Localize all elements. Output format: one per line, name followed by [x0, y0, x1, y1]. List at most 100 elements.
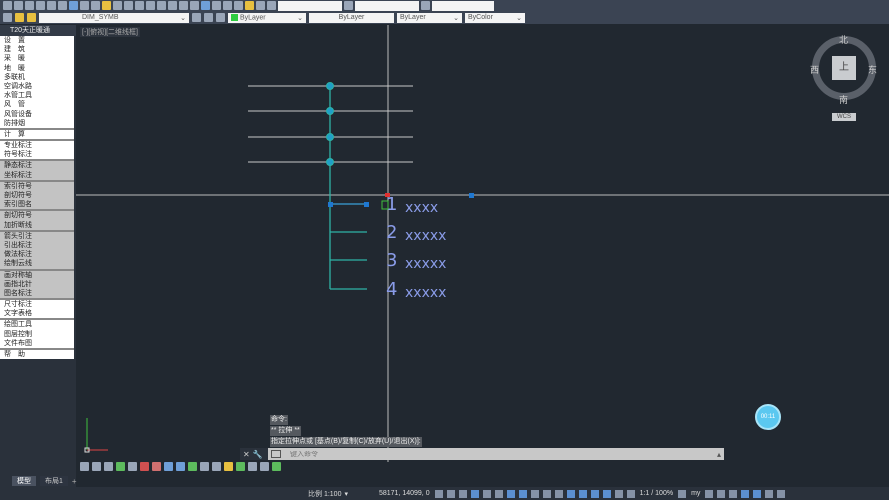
- text-style-icon[interactable]: [267, 1, 276, 10]
- tool-icon-10[interactable]: [188, 462, 197, 471]
- tab-model[interactable]: 模型: [12, 476, 36, 486]
- tool-icon-7[interactable]: [152, 462, 161, 471]
- sidebar-item[interactable]: 加折断线: [0, 220, 74, 230]
- drawing-svg[interactable]: 1 xxxx 2 xxxxx 3 xxxxx 4 xxxxx: [76, 25, 889, 462]
- sidebar-item[interactable]: 多联机: [0, 72, 74, 82]
- 3d-osnap-icon[interactable]: [566, 489, 575, 498]
- sidebar-item[interactable]: 画对称轴: [0, 270, 74, 280]
- units-icon[interactable]: [705, 489, 714, 498]
- sun-icon[interactable]: [27, 13, 36, 22]
- tool-icon-13[interactable]: [224, 462, 233, 471]
- table-style-select[interactable]: [432, 0, 494, 11]
- copy-icon[interactable]: [91, 1, 100, 10]
- properties-icon[interactable]: [190, 1, 199, 10]
- preview-icon[interactable]: [47, 1, 56, 10]
- color-select[interactable]: ByLayer ⌄: [228, 12, 306, 23]
- sidebar-item[interactable]: 专业标注: [0, 141, 74, 151]
- selection-cycling-icon[interactable]: [554, 489, 563, 498]
- layer-select[interactable]: DIM_SYMB ⌄: [39, 12, 189, 23]
- osnap-icon[interactable]: [518, 489, 527, 498]
- sidebar-item[interactable]: 风 管: [0, 100, 74, 110]
- pan-icon[interactable]: [157, 1, 166, 10]
- west-label[interactable]: 西: [810, 65, 820, 75]
- tool-icon-9[interactable]: [176, 462, 185, 471]
- sidebar-item[interactable]: 坐标标注: [0, 170, 74, 180]
- tool-icon-4[interactable]: [116, 462, 125, 471]
- zoom-icon[interactable]: [168, 1, 177, 10]
- tool-icon-2[interactable]: [92, 462, 101, 471]
- scale-select[interactable]: 比例 1:100: [308, 490, 342, 498]
- customize-icon[interactable]: [777, 489, 786, 498]
- viewcube-ring[interactable]: [812, 36, 876, 100]
- open-icon[interactable]: [14, 1, 23, 10]
- add-tab-icon[interactable]: +: [71, 476, 77, 486]
- 3d-icon[interactable]: [69, 1, 78, 10]
- make-current-icon[interactable]: [192, 13, 201, 22]
- sidebar-item[interactable]: 索引符号: [0, 181, 74, 191]
- lineweight-select[interactable]: ByLayer ⌄: [397, 12, 462, 23]
- sidebar-item[interactable]: 空调水路: [0, 81, 74, 92]
- sidebar-item[interactable]: 尺寸标注: [0, 300, 74, 310]
- sidebar-item[interactable]: 风管设备: [0, 109, 74, 119]
- block-icon[interactable]: [124, 1, 133, 10]
- sidebar-item[interactable]: 水管工具: [0, 91, 74, 101]
- tool-icon-11[interactable]: [200, 462, 209, 471]
- print-icon[interactable]: [36, 1, 45, 10]
- sidebar-item[interactable]: 设 置: [0, 36, 74, 46]
- dim-style-select[interactable]: [355, 0, 419, 11]
- command-input[interactable]: [284, 450, 717, 458]
- close-icon[interactable]: ✕: [243, 449, 250, 459]
- lineweight-icon[interactable]: [530, 489, 539, 498]
- dynamic-ucs-icon[interactable]: [578, 489, 587, 498]
- sidebar-item[interactable]: 采 暖: [0, 54, 74, 64]
- autoscale-icon[interactable]: [626, 489, 635, 498]
- sidebar-item[interactable]: 画指北针: [0, 279, 74, 289]
- new-icon[interactable]: [3, 1, 12, 10]
- hardware-accel-icon[interactable]: [753, 489, 762, 498]
- plotstyle-select[interactable]: ByColor ⌄: [465, 12, 525, 23]
- sidebar-item[interactable]: 防排烟: [0, 118, 74, 128]
- markup-icon[interactable]: [234, 1, 243, 10]
- chevron-down-icon[interactable]: ▾: [344, 490, 348, 498]
- tool-icon-3[interactable]: [104, 462, 113, 471]
- model-space-icon[interactable]: [434, 489, 443, 498]
- undo-icon[interactable]: [135, 1, 144, 10]
- table-style-icon[interactable]: [421, 1, 430, 10]
- sheet-icon[interactable]: [223, 1, 232, 10]
- tool-icon-16[interactable]: [260, 462, 269, 471]
- command-menu-icon[interactable]: [271, 450, 281, 458]
- palettes-icon[interactable]: [212, 1, 221, 10]
- viewport-controls[interactable]: [-][俯视][二维线框]: [80, 27, 140, 37]
- save-icon[interactable]: [25, 1, 34, 10]
- tool-icon-15[interactable]: [248, 462, 257, 471]
- sidebar-item[interactable]: 绘制云线: [0, 259, 74, 269]
- tool-icon-1[interactable]: [80, 462, 89, 471]
- sidebar-item[interactable]: 文字表格: [0, 309, 74, 319]
- sidebar-item[interactable]: 图层控制: [0, 329, 74, 339]
- tool-icon-14[interactable]: [236, 462, 245, 471]
- drawing-canvas[interactable]: 1 xxxx 2 xxxxx 3 xxxxx 4 xxxxx: [76, 25, 889, 462]
- layer-state-icon[interactable]: [216, 13, 225, 22]
- gizmo-icon[interactable]: [602, 489, 611, 498]
- sidebar-item[interactable]: 建 筑: [0, 45, 74, 55]
- sidebar-item[interactable]: 做法标注: [0, 250, 74, 260]
- workspace-select[interactable]: my: [691, 490, 701, 497]
- help-icon[interactable]: [256, 1, 265, 10]
- sidebar-item[interactable]: 箭头引注: [0, 231, 74, 241]
- east-label[interactable]: 东: [868, 65, 878, 75]
- design-center-icon[interactable]: [201, 1, 210, 10]
- calc-icon[interactable]: [245, 1, 254, 10]
- command-line[interactable]: ▴: [268, 448, 724, 460]
- south-label[interactable]: 南: [839, 95, 849, 105]
- layer-manager-icon[interactable]: [3, 13, 12, 22]
- tab-layout1[interactable]: 布局1: [40, 476, 68, 486]
- annotation-scale[interactable]: 1:1 / 100%: [639, 490, 674, 497]
- dim-style-icon[interactable]: [344, 1, 353, 10]
- tool-icon-17[interactable]: [272, 462, 281, 471]
- annotation-visibility-icon[interactable]: [614, 489, 623, 498]
- transparency-icon[interactable]: [542, 489, 551, 498]
- lock-ui-icon[interactable]: [729, 489, 738, 498]
- tool-icon-12[interactable]: [212, 462, 221, 471]
- gear-icon[interactable]: [678, 489, 687, 498]
- north-label[interactable]: 北: [839, 35, 849, 45]
